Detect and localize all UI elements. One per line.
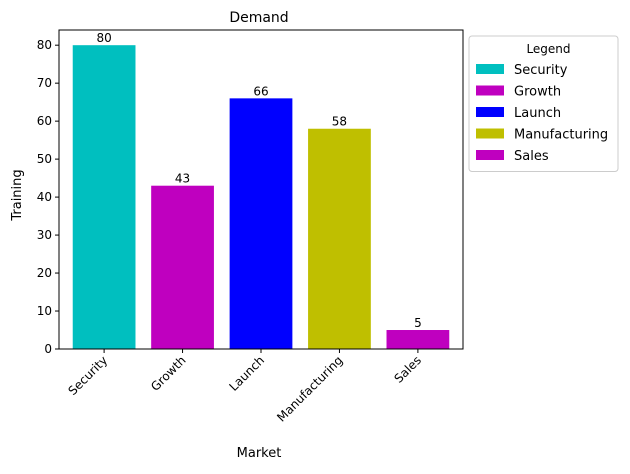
data-label: 43	[175, 172, 190, 186]
legend-swatch	[476, 128, 504, 139]
legend-entry-label: Manufacturing	[514, 128, 608, 143]
legend-swatch	[476, 150, 504, 160]
y-tick-label: 20	[37, 266, 52, 280]
x-axis-label: Market	[237, 446, 282, 461]
x-tick-label: Sales	[392, 353, 424, 385]
legend-entry-label: Growth	[514, 85, 561, 100]
legend-entry-label: Security	[514, 63, 568, 78]
bar-growth	[151, 185, 214, 349]
bar-security	[72, 45, 136, 349]
legend-swatch	[476, 64, 504, 74]
x-tick-label: Growth	[148, 353, 189, 394]
y-tick-label: 10	[37, 304, 52, 318]
y-tick-label: 80	[37, 38, 52, 52]
data-label: 66	[253, 84, 268, 98]
legend-title: Legend	[526, 42, 570, 56]
y-tick-label: 30	[37, 228, 52, 242]
x-tick-label: Manufacturing	[274, 353, 345, 424]
bars-group: 80 43 66 58 5	[72, 31, 450, 349]
y-axis-label: Training	[10, 169, 25, 221]
y-axis: 0 10 20 30 40 50 60 70 80	[37, 38, 59, 356]
chart-title: Demand	[229, 10, 288, 26]
legend-entry-label: Launch	[514, 106, 561, 121]
x-tick-label: Security	[65, 353, 110, 398]
data-label: 80	[96, 31, 111, 45]
y-tick-label: 50	[37, 152, 52, 166]
x-axis: Security Growth Launch Manufacturing Sales	[65, 349, 424, 425]
y-tick-label: 60	[37, 114, 52, 128]
x-tick-label: Launch	[226, 353, 267, 394]
legend: Legend Security Growth Launch Manufacturing S…	[468, 35, 619, 172]
data-label: 58	[332, 115, 347, 129]
bar-sales	[386, 330, 450, 349]
bar-launch	[229, 98, 293, 349]
plot-frame	[58, 29, 464, 350]
legend-swatch	[476, 107, 504, 117]
data-label: 5	[414, 316, 422, 330]
legend-entry-label: Sales	[514, 149, 549, 164]
bar-manufacturing	[308, 128, 371, 349]
y-tick-label: 0	[44, 342, 52, 356]
legend-box	[468, 35, 619, 172]
legend-swatch	[476, 85, 504, 96]
y-tick-label: 40	[37, 190, 52, 204]
y-tick-label: 70	[37, 76, 52, 90]
